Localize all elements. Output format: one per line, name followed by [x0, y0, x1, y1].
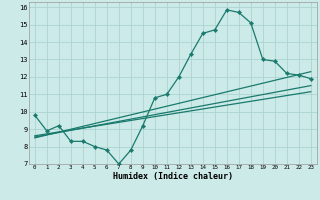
X-axis label: Humidex (Indice chaleur): Humidex (Indice chaleur) [113, 172, 233, 181]
